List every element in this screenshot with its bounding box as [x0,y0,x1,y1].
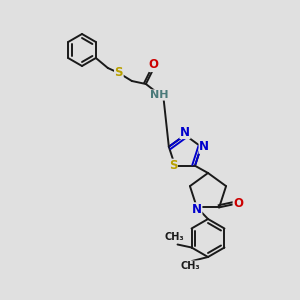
Text: O: O [149,58,159,71]
Text: NH: NH [150,90,168,100]
Text: O: O [233,197,243,210]
Text: CH₃: CH₃ [180,261,200,271]
Text: N: N [199,140,209,153]
Text: CH₃: CH₃ [165,232,184,242]
Text: S: S [169,159,177,172]
Text: S: S [115,67,123,80]
Text: N: N [180,125,190,139]
Text: N: N [192,203,202,216]
